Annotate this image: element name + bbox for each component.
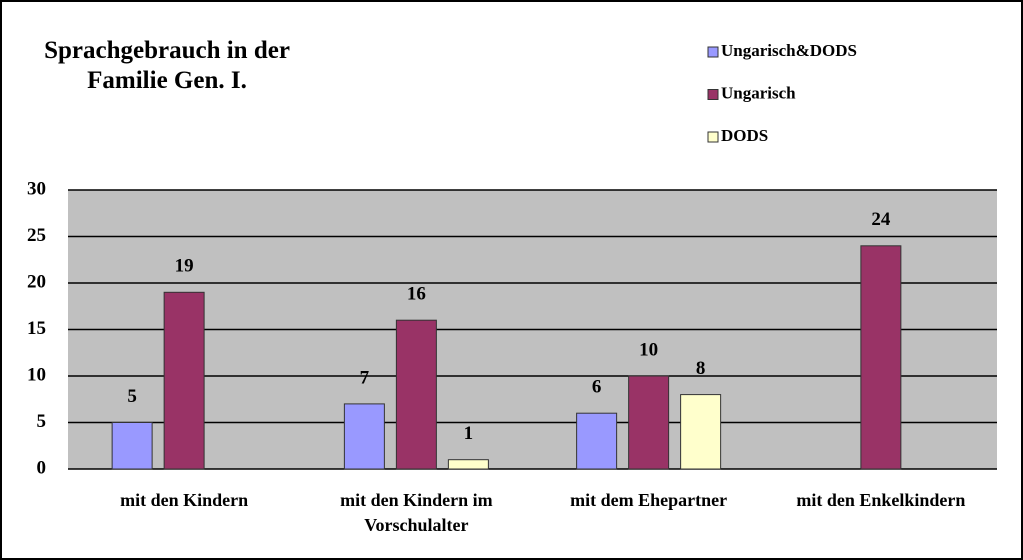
bar (680, 394, 722, 470)
x-tick-label: mit den Kindern im Vorschulalter (340, 490, 493, 535)
y-tick-label: 15 (27, 318, 46, 339)
data-label: 16 (407, 284, 426, 305)
bar (860, 245, 902, 470)
data-label: 7 (360, 367, 370, 388)
y-tick-label: 5 (37, 411, 47, 432)
legend-label: Ungarisch (721, 83, 796, 102)
legend-label: Ungarisch&DODS (721, 41, 857, 60)
data-label: 5 (127, 386, 137, 407)
chart-title: Sprachgebrauch in der Familie Gen. I. (44, 37, 290, 94)
y-tick-label: 10 (27, 364, 46, 385)
legend-swatch (707, 46, 719, 58)
data-label: 8 (696, 358, 706, 379)
bar (447, 459, 489, 470)
y-tick-label: 20 (27, 271, 46, 292)
y-tick-label: 25 (27, 225, 46, 246)
bar (576, 412, 618, 470)
bar (628, 375, 670, 470)
legend-label: DODS (721, 126, 768, 145)
x-tick-label: mit den Kindern (120, 490, 249, 510)
x-tick-label: mit den Enkelkindern (796, 490, 966, 510)
bar (111, 422, 153, 470)
data-label: 19 (175, 256, 194, 277)
bar (163, 291, 205, 470)
y-tick-label: 0 (37, 457, 47, 478)
x-tick-label: mit dem Ehepartner (570, 490, 728, 510)
legend-swatch (707, 89, 719, 100)
bar (395, 319, 437, 470)
y-tick-label: 30 (27, 178, 46, 199)
data-label: 1 (464, 423, 474, 444)
data-label: 6 (592, 377, 602, 398)
data-label: 24 (871, 209, 891, 230)
data-label: 10 (639, 339, 658, 360)
legend-swatch (707, 131, 719, 143)
bar (343, 403, 385, 470)
